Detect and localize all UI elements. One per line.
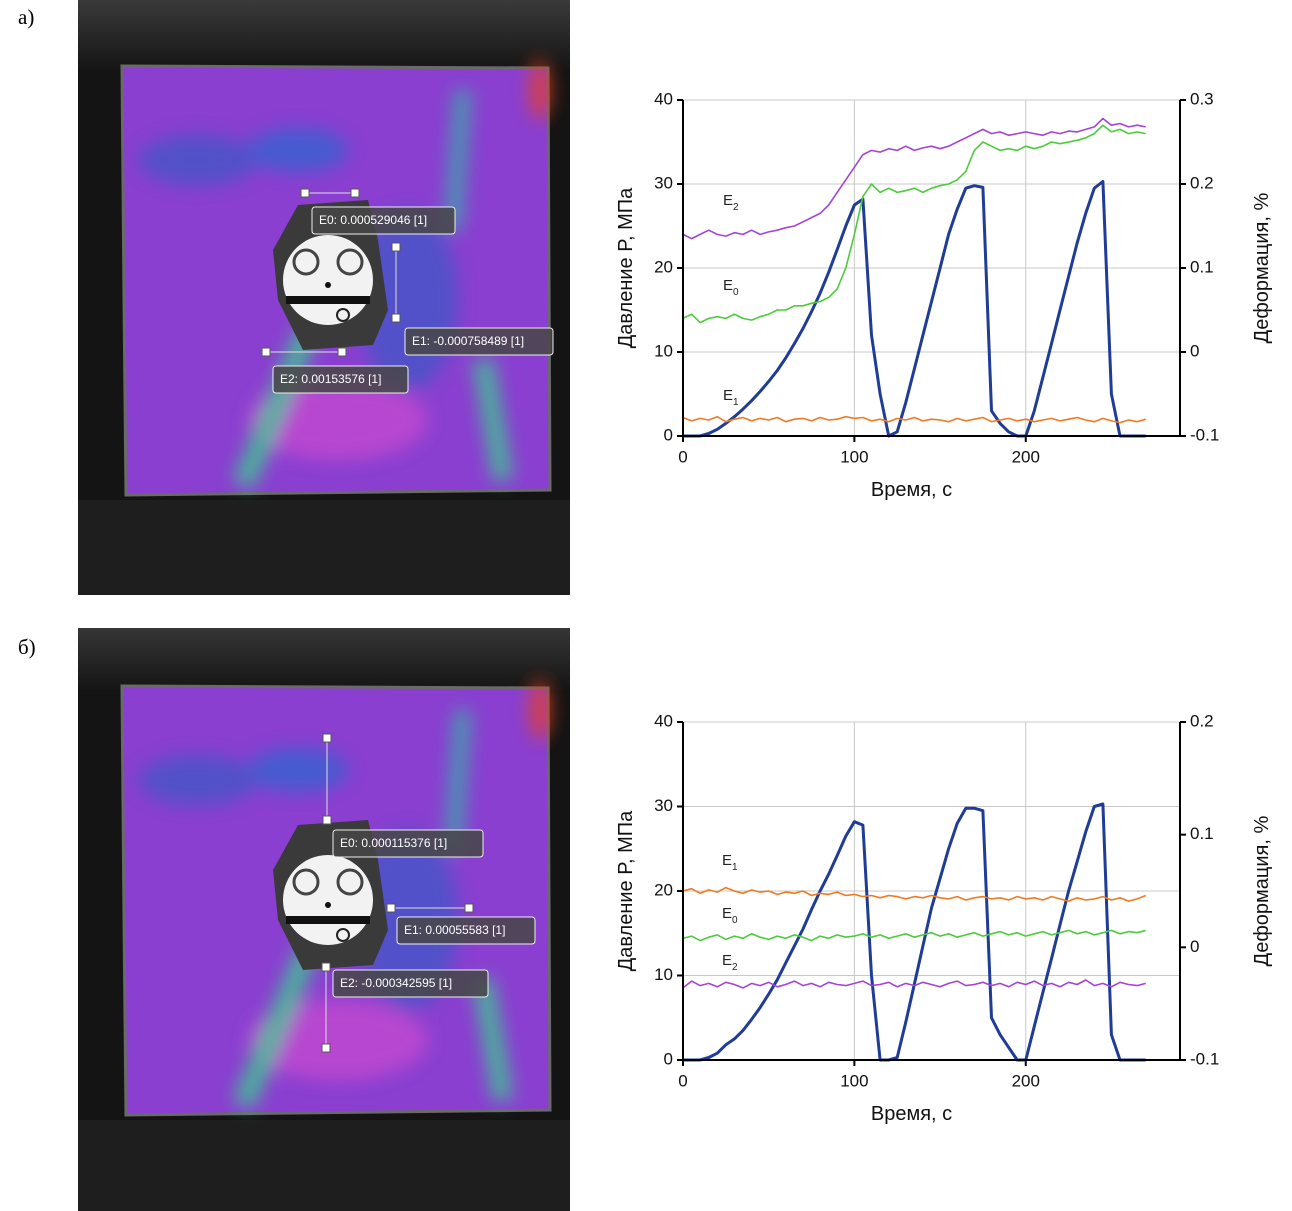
annotation-box	[396, 916, 536, 945]
series-line	[682, 929, 1146, 942]
annotation-box	[332, 969, 489, 998]
series-line	[682, 415, 1146, 424]
annotation: E0: 0.000529046 [1]	[319, 213, 427, 227]
annotation: E0: 0.000115376 [1]	[340, 836, 447, 850]
handle	[322, 733, 332, 743]
x-tick-label: 200	[1012, 1071, 1040, 1090]
handle	[321, 962, 331, 972]
handle	[386, 903, 396, 913]
x-tick-label: 100	[840, 1071, 868, 1090]
handle	[391, 313, 401, 323]
annotation: E1: 0.00055583 [1]	[404, 923, 505, 937]
handle	[391, 242, 401, 252]
y2-axis-title: Деформация, %	[1251, 815, 1273, 966]
series-label: E0	[723, 277, 739, 298]
x-axis-title: Время, с	[871, 1103, 952, 1125]
y-tick-label: 10	[654, 341, 673, 360]
y2-tick-label: 0.2	[1190, 711, 1214, 730]
y2-tick-label: 0.1	[1190, 257, 1214, 276]
y2-tick-label: 0.2	[1190, 173, 1214, 192]
x-tick-label: 0	[678, 447, 687, 466]
series-label: E1	[723, 387, 739, 408]
y-tick-label: 0	[664, 1049, 673, 1068]
handle	[300, 188, 310, 198]
x-tick-label: 200	[1012, 447, 1040, 466]
y2-tick-label: -0.1	[1190, 425, 1219, 444]
x-tick-label: 100	[840, 447, 868, 466]
annotation-box	[311, 206, 456, 235]
annotation: E1: -0.000758489 [1]	[412, 334, 524, 348]
series-line	[682, 124, 1146, 324]
annotation-box	[332, 829, 484, 858]
annotation: E2: -0.000342595 [1]	[340, 976, 452, 990]
annotation-box	[272, 365, 409, 394]
handle	[350, 188, 360, 198]
photo	[78, 620, 570, 1211]
handle	[322, 815, 332, 825]
handle	[321, 1043, 331, 1053]
series-line	[682, 117, 1146, 240]
handle	[261, 347, 271, 357]
y-tick-label: 30	[654, 173, 673, 192]
photo	[78, 0, 570, 595]
handle	[464, 903, 474, 913]
y2-tick-label: 0.1	[1190, 824, 1214, 843]
y-tick-label: 40	[654, 711, 673, 730]
y-tick-label: 0	[664, 425, 673, 444]
x-tick-label: 0	[678, 1071, 687, 1090]
panel-label: а)	[18, 5, 34, 29]
series-label: E2	[722, 952, 738, 973]
x-axis-title: Время, с	[871, 479, 952, 501]
y-tick-label: 30	[654, 796, 673, 815]
y-axis-title: Давление P, МПа	[615, 187, 637, 348]
annotation: E2: 0.00153576 [1]	[280, 372, 381, 386]
y-tick-label: 10	[654, 965, 673, 984]
panel-label: б)	[18, 635, 36, 659]
handle	[337, 347, 347, 357]
y-axis-title: Давление P, МПа	[615, 810, 637, 971]
y-tick-label: 40	[654, 89, 673, 108]
series-label: E0	[722, 905, 738, 926]
series-line	[683, 802, 1146, 1062]
y2-tick-label: 0	[1190, 341, 1199, 360]
annotation-box	[404, 327, 554, 356]
y2-tick-label: 0.3	[1190, 89, 1214, 108]
y2-tick-label: -0.1	[1190, 1049, 1219, 1068]
series-line	[683, 180, 1146, 438]
series-label: E1	[722, 852, 738, 873]
series-line	[682, 979, 1146, 989]
y2-axis-title: Деформация, %	[1251, 192, 1273, 343]
y2-tick-label: 0	[1190, 937, 1199, 956]
series-label: E2	[723, 192, 739, 213]
y-tick-label: 20	[654, 257, 673, 276]
y-tick-label: 20	[654, 880, 673, 899]
series-line	[682, 886, 1146, 902]
